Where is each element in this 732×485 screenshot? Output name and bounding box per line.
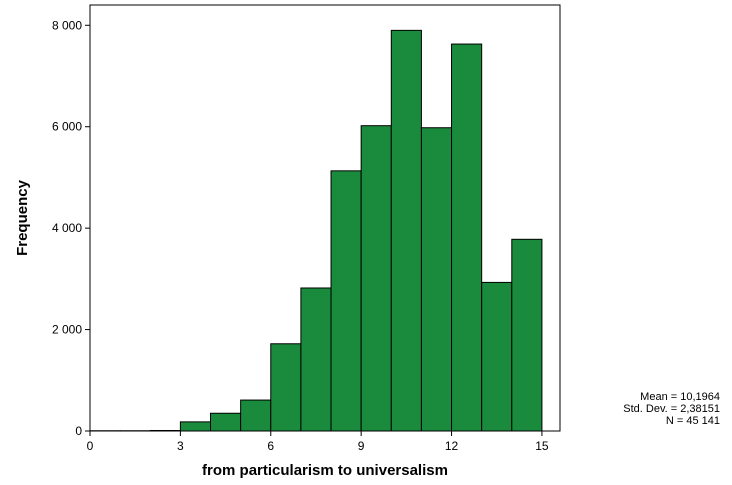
y-tick-label: 4 000	[52, 221, 82, 235]
x-tick-label: 0	[87, 439, 94, 453]
y-tick-label: 0	[75, 424, 82, 438]
y-tick-label: 8 000	[52, 18, 82, 32]
histogram-bar	[270, 343, 302, 432]
histogram-bar	[240, 399, 272, 432]
histogram-bar	[451, 43, 483, 432]
histogram-bar	[360, 125, 392, 432]
x-tick-label: 12	[445, 439, 459, 453]
y-axis: 0 2 000 4 000 6 000 8 000	[52, 18, 90, 438]
stat-std-dev: Std. Dev. = 2,38151	[623, 403, 720, 415]
stat-mean: Mean = 10,1964	[640, 391, 720, 403]
x-axis: 0 3 6 9 12 15	[87, 431, 549, 453]
histogram-bar	[300, 287, 332, 432]
histogram-bar	[179, 421, 212, 432]
summary-stats: Mean = 10,1964 Std. Dev. = 2,38151 N = 4…	[623, 391, 720, 427]
histogram-bar	[149, 429, 181, 432]
histogram-bar	[511, 238, 543, 432]
histogram-bar	[210, 412, 242, 432]
histogram-bar	[420, 127, 453, 432]
bars-group	[89, 29, 543, 432]
histogram-bar	[390, 29, 422, 432]
x-tick-label: 3	[177, 439, 184, 453]
y-axis-title: Frequency	[14, 179, 31, 256]
stat-n: N = 45 141	[665, 415, 720, 427]
y-tick-label: 2 000	[52, 323, 82, 337]
y-tick-label: 6 000	[52, 120, 82, 134]
x-tick-label: 15	[535, 439, 549, 453]
histogram-bar	[330, 170, 362, 432]
x-axis-title: from particularism to universalism	[202, 462, 448, 479]
histogram-bar	[481, 281, 513, 432]
x-tick-label: 6	[267, 439, 274, 453]
x-tick-label: 9	[358, 439, 365, 453]
